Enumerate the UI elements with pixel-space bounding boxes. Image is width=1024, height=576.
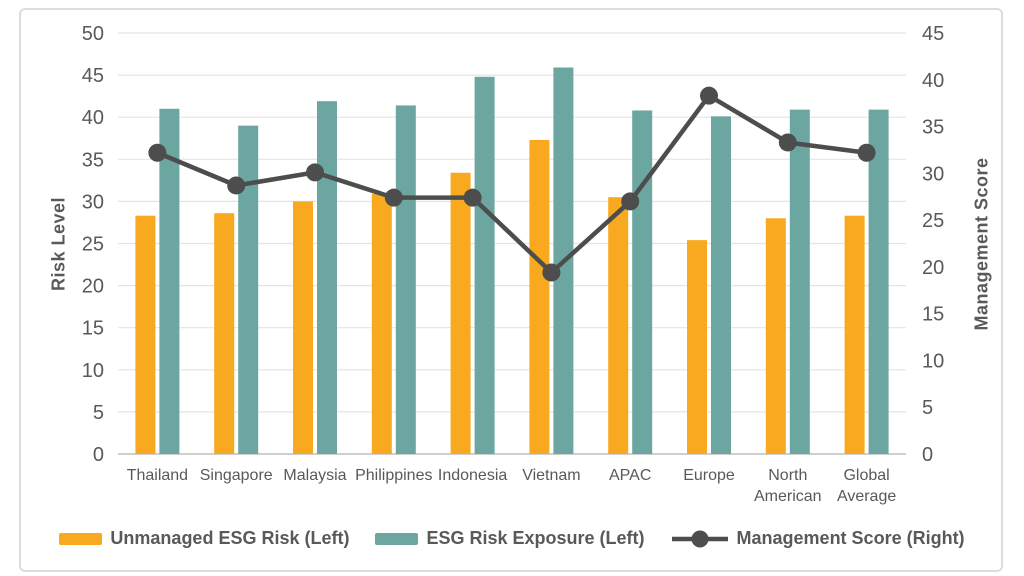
legend-label: ESG Risk Exposure (Left) [426,528,645,548]
category-label: APAC [609,467,651,484]
bar-risk-exposure-8 [789,109,810,454]
bar-risk-exposure-2 [317,101,337,455]
category-label: North [768,467,807,484]
category-label: Malaysia [283,467,346,484]
left-axis-tick: 35 [82,149,104,171]
bar-risk-exposure-0 [159,108,180,454]
left-axis-tick: 5 [93,402,104,424]
right-axis-tick: 40 [922,70,944,92]
right-axis-tick: 25 [922,210,944,232]
legend-item: Unmanaged ESG Risk (Left) [59,528,349,549]
right-axis-tick: 15 [922,304,944,326]
left-axis-tick: 15 [82,318,104,340]
bar-unmanaged-risk-2 [293,201,313,454]
left-axis-tick: 10 [82,360,104,382]
left-axis-tick: 50 [82,23,104,45]
right-axis-tick: 5 [922,397,933,419]
legend-bar-swatch [59,532,103,545]
category-label: Thailand [127,467,188,484]
right-axis-tick: 45 [922,23,944,45]
category-label: Philippines [355,467,432,484]
bar-unmanaged-risk-4 [450,172,471,454]
category-label: Europe [683,467,735,484]
bar-risk-exposure-1 [238,125,259,455]
line-marker-4 [463,188,482,207]
line-marker-0 [148,143,167,162]
bar-unmanaged-risk-8 [765,218,786,454]
line-marker-7 [700,86,718,105]
legend-bar-swatch [375,532,419,545]
bar-unmanaged-risk-1 [214,213,235,454]
left-axis-tick: 30 [82,191,104,213]
line-marker-1 [227,176,246,195]
chart-frame [19,8,1003,572]
category-label: Average [837,488,896,505]
bar-unmanaged-risk-5 [529,139,550,454]
bar-risk-exposure-6 [632,110,653,455]
line-marker-2 [306,163,324,182]
category-label: American [754,488,822,505]
legend-line-swatch [671,529,729,549]
legend-item: ESG Risk Exposure (Left) [375,528,645,549]
right-axis-tick: 35 [922,117,944,139]
category-label: Vietnam [522,467,580,484]
right-axis-tick: 10 [922,350,944,372]
bar-risk-exposure-3 [395,105,416,455]
left-axis-title: Risk Level [48,196,69,292]
line-marker-9 [857,143,876,162]
right-axis-title: Management Score [971,157,992,331]
category-label: Singapore [200,467,273,484]
line-marker-6 [621,192,640,211]
left-axis-tick: 0 [93,444,104,466]
line-marker-5 [542,263,561,282]
bar-risk-exposure-9 [868,109,889,454]
left-axis-tick: 40 [82,107,104,129]
management-score-line [155,93,869,275]
right-axis-tick: 20 [922,257,944,279]
left-axis-tick: 45 [82,65,104,87]
left-axis-tick: 25 [82,234,104,256]
left-axis-tick: 20 [82,276,104,298]
category-label: Indonesia [438,467,507,484]
bar-unmanaged-risk-6 [608,197,629,454]
legend-item: Management Score (Right) [671,528,965,549]
legend-label: Unmanaged ESG Risk (Left) [110,528,350,548]
legend: Unmanaged ESG Risk (Left) ESG Risk Exposu… [20,528,1004,549]
line-marker-3 [384,188,403,207]
bar-risk-exposure-7 [711,116,731,454]
bar-unmanaged-risk-7 [687,240,707,454]
category-label: Global [843,467,889,484]
right-axis-tick: 30 [922,163,944,185]
right-axis-tick: 0 [922,444,933,466]
bar-unmanaged-risk-0 [135,215,156,454]
legend-label: Management Score (Right) [736,528,965,548]
bar-risk-exposure-4 [474,76,495,454]
bar-unmanaged-risk-3 [371,193,392,454]
bar-unmanaged-risk-9 [844,215,865,454]
line-marker-8 [778,133,797,152]
